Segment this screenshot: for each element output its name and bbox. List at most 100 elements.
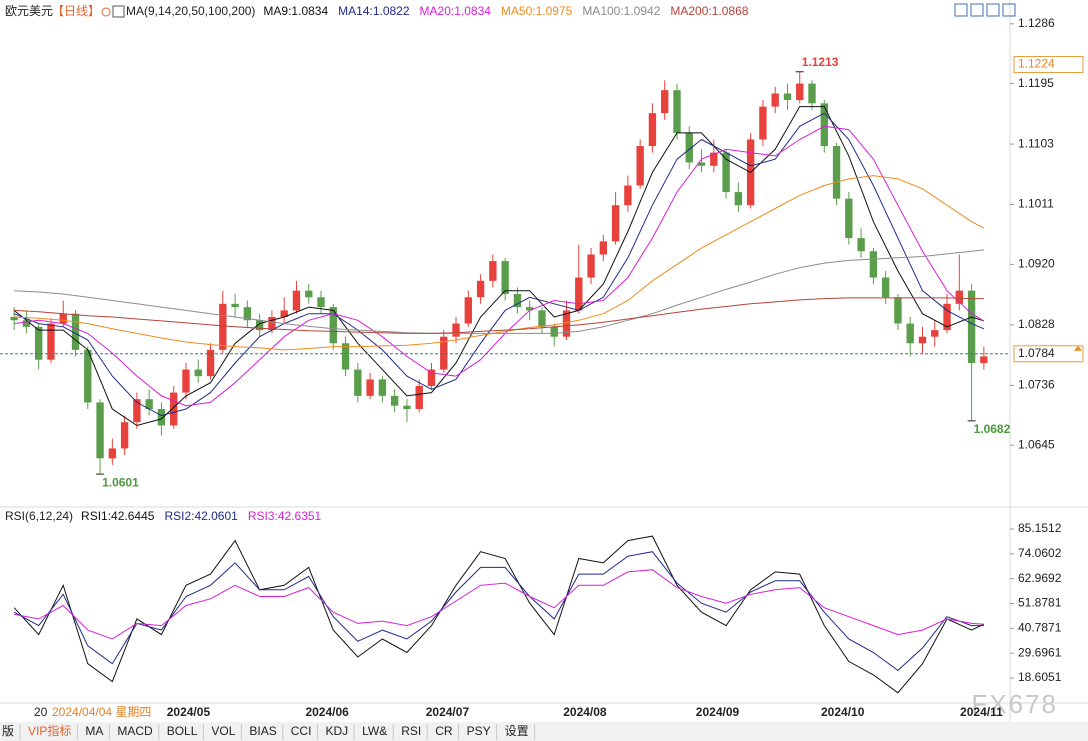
toolbar-tab[interactable]: PSY xyxy=(467,724,491,738)
candle-body xyxy=(415,386,423,410)
candle-body xyxy=(280,310,288,317)
candle-body xyxy=(10,316,18,321)
toolbar-tab[interactable]: BIAS xyxy=(249,724,276,738)
candle-body xyxy=(378,379,387,396)
toolbar-tab[interactable]: LW& xyxy=(362,724,387,738)
toolbar-tab[interactable]: VIP指标 xyxy=(28,723,71,738)
candle-body xyxy=(354,369,362,396)
candle-body xyxy=(562,310,571,337)
settings-button[interactable] xyxy=(1002,3,1016,17)
candle-body xyxy=(489,261,497,281)
high-marker-box xyxy=(1013,56,1084,74)
y-tick-label: 1.1103 xyxy=(1018,136,1054,150)
candle-body xyxy=(587,254,595,278)
candle-body xyxy=(550,326,558,337)
candle-body xyxy=(636,146,644,186)
candle-body xyxy=(894,297,902,324)
candle-body xyxy=(832,146,841,199)
toolbar-tab[interactable]: MACD xyxy=(117,724,153,738)
candle-body xyxy=(194,369,202,377)
candle-body xyxy=(317,297,325,308)
extreme-label: 1.0601 xyxy=(102,475,139,489)
candle-body xyxy=(759,106,767,140)
candle-body xyxy=(35,326,43,360)
candle-body xyxy=(292,290,301,311)
date-prefix: 20 xyxy=(34,705,48,719)
x-tick-label: 2024/08 xyxy=(563,705,607,719)
candle-body xyxy=(967,290,976,363)
period-icon[interactable] xyxy=(101,7,111,17)
candle-body xyxy=(796,83,804,101)
y-tick-label: 1.1011 xyxy=(1018,197,1054,211)
candle-body xyxy=(71,313,80,350)
candle-body xyxy=(808,83,816,104)
candle-body xyxy=(918,336,927,344)
candle-body xyxy=(96,402,104,459)
indicator-line xyxy=(13,106,985,427)
toolbar-tab[interactable]: BOLL xyxy=(167,724,198,738)
y-tick-label: 1.0920 xyxy=(1018,257,1055,271)
candle-body xyxy=(881,277,890,298)
candle-body xyxy=(59,313,67,324)
candle-body xyxy=(869,251,878,278)
candle-body xyxy=(255,320,264,331)
candle-body xyxy=(47,323,55,360)
zoom-in-button[interactable] xyxy=(954,3,968,17)
legend-entry: MA100:1.0942 xyxy=(582,4,660,18)
candle-body xyxy=(661,90,669,114)
candle-body xyxy=(931,330,939,337)
candle-body xyxy=(513,293,522,308)
candle-body xyxy=(440,336,448,370)
period[interactable]: 【日线】 xyxy=(52,4,100,18)
candle-body xyxy=(366,379,374,396)
candle-body xyxy=(464,297,472,324)
candle-body xyxy=(673,90,681,133)
candle-body xyxy=(108,448,117,459)
toolbar-tab[interactable]: CCI xyxy=(291,724,312,738)
candle-body xyxy=(611,205,620,242)
candle-body xyxy=(906,323,914,344)
toolbar-tab[interactable]: CR xyxy=(435,724,453,738)
candle-body xyxy=(145,399,153,410)
extreme-label: 1.1213 xyxy=(802,55,839,69)
extreme-label: 1.0682 xyxy=(974,422,1011,436)
y-tick-label: 1.0828 xyxy=(1018,317,1055,331)
indicator-icon[interactable] xyxy=(112,5,125,18)
candle-body xyxy=(722,152,730,193)
candle-body xyxy=(157,409,166,426)
candle-body xyxy=(501,261,509,294)
candle-body xyxy=(206,349,215,377)
legend-entry: MA20:1.0834 xyxy=(420,4,492,18)
y-tick-label: 62.9692 xyxy=(1018,571,1062,585)
y-tick-label: 1.0645 xyxy=(1018,437,1055,451)
toolbar-tab[interactable]: KDJ xyxy=(325,724,348,738)
indicator-line xyxy=(13,551,984,672)
candle-body xyxy=(783,93,792,101)
legend-entry: MA200:1.0868 xyxy=(670,4,748,18)
candle-body xyxy=(476,280,485,298)
x-tick-label: 2024/09 xyxy=(696,705,740,719)
candle-body xyxy=(329,307,337,344)
candle-body xyxy=(390,395,399,406)
candle-body xyxy=(771,93,779,107)
toolbar-tab[interactable]: VOL xyxy=(211,724,235,738)
candle-body xyxy=(84,349,92,403)
scroll-button[interactable] xyxy=(986,3,1000,17)
legend-entry: RSI2:42.0601 xyxy=(164,509,238,523)
x-tick-label: 2024/10 xyxy=(821,705,865,719)
y-tick-label: 40.7871 xyxy=(1018,621,1062,635)
candle-body xyxy=(624,185,632,206)
candle-body xyxy=(341,343,350,370)
candle-body xyxy=(710,152,718,166)
indicator-line xyxy=(13,535,985,694)
candle-body xyxy=(575,277,583,311)
toolbar-tab[interactable]: MA xyxy=(85,724,103,738)
candle-body xyxy=(538,310,546,327)
toolbar-tab[interactable]: 版 xyxy=(2,724,14,738)
toolbar-tab[interactable]: 设置 xyxy=(505,724,529,738)
zoom-out-button[interactable] xyxy=(970,3,984,17)
y-tick-label: 29.6961 xyxy=(1018,645,1062,659)
toolbar-tab[interactable]: RSI xyxy=(401,724,421,738)
indicator-line xyxy=(14,569,984,640)
